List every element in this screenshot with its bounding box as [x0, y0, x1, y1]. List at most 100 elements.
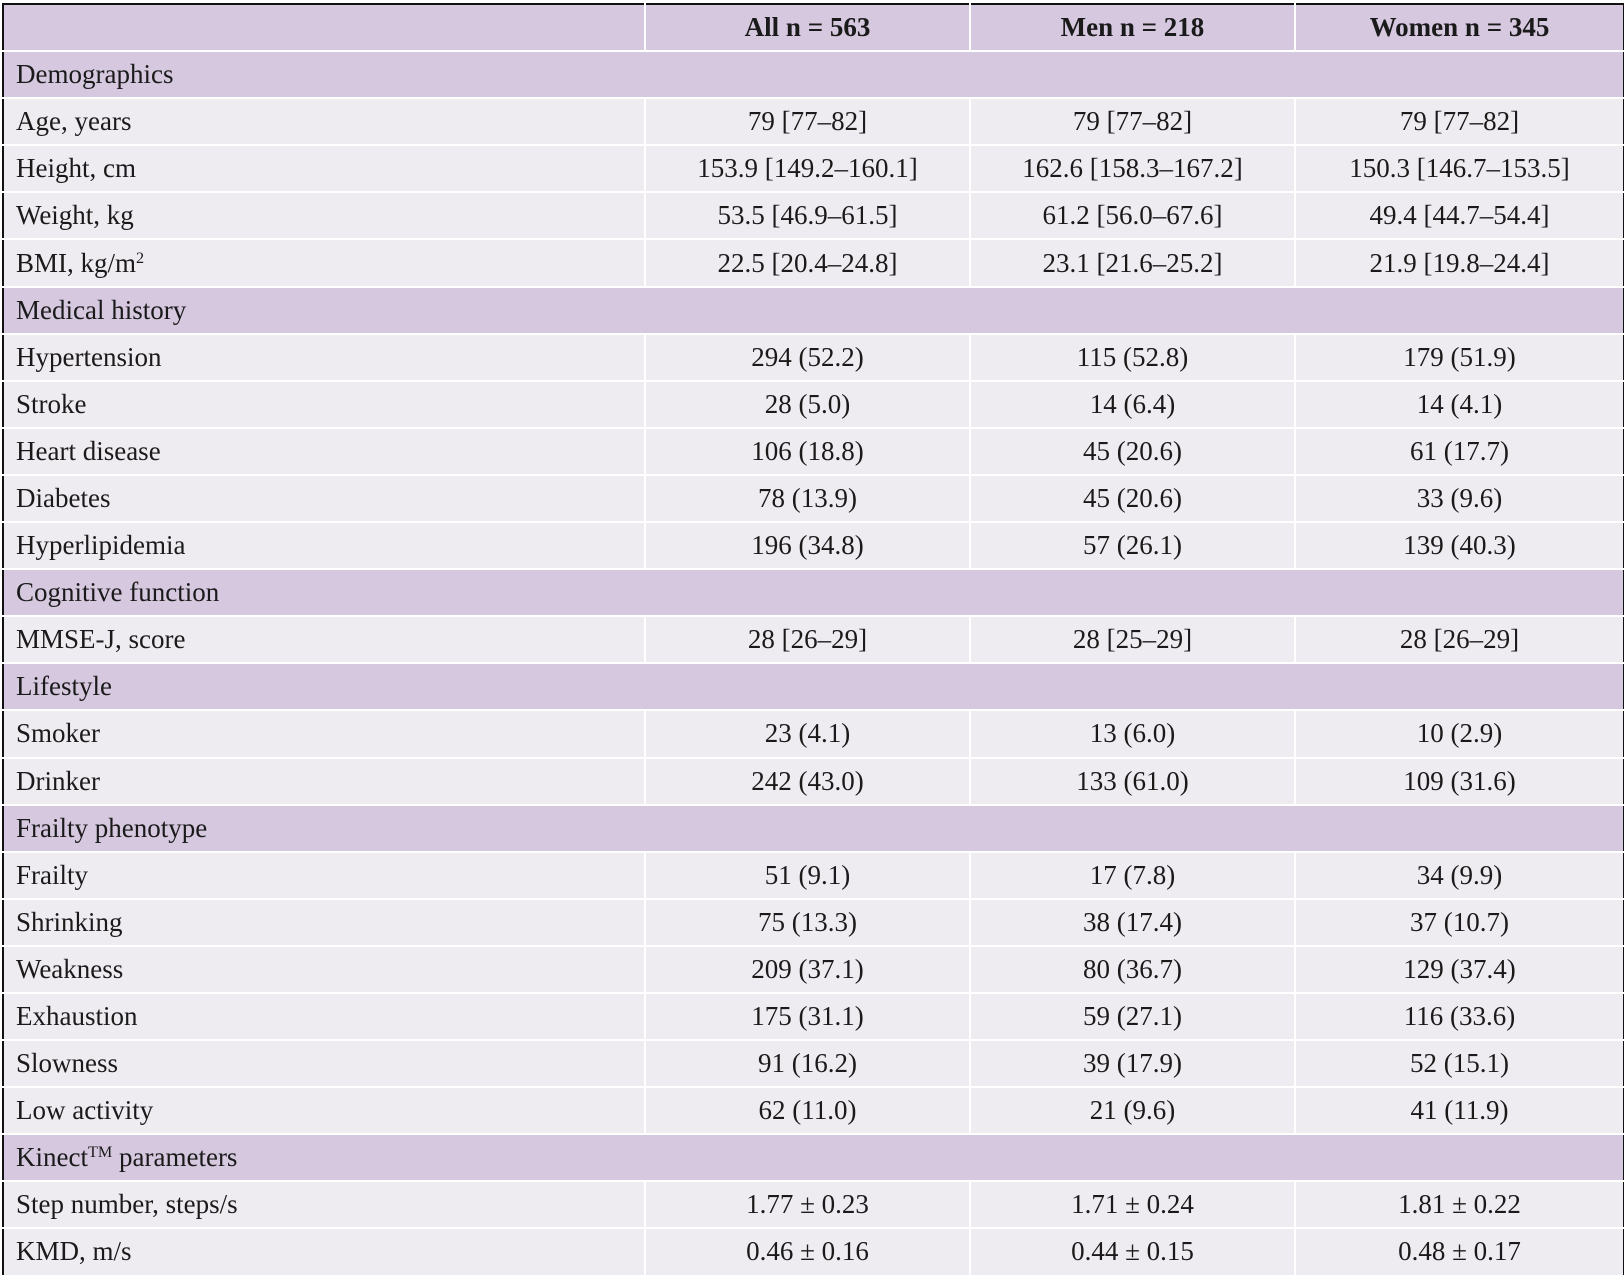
header-all: All n = 563 — [644, 4, 970, 53]
cell-men: 115 (52.8) — [969, 333, 1295, 382]
row-label: Hyperlipidemia — [3, 522, 645, 571]
table-row: Weight, kg 53.5 [46.9–61.5] 61.2 [56.0–6… — [3, 192, 1624, 241]
cell-women: 139 (40.3) — [1294, 522, 1624, 571]
cell-all: 209 (37.1) — [644, 945, 970, 994]
header-women: Women n = 345 — [1294, 4, 1624, 53]
cell-women: 116 (33.6) — [1294, 992, 1624, 1042]
cell-men: 39 (17.9) — [969, 1040, 1295, 1089]
row-label: Step number, steps/s — [3, 1181, 645, 1230]
header-men: Men n = 218 — [969, 4, 1295, 53]
table-row: Hypertension 294 (52.2) 115 (52.8) 179 (… — [3, 333, 1624, 382]
bmi-label-text: BMI, kg/m — [16, 247, 137, 278]
cell-men: 14 (6.4) — [969, 380, 1295, 429]
trademark-symbol: TM — [87, 1143, 113, 1162]
cell-all: 75 (13.3) — [644, 898, 970, 947]
section-medical-history: Medical history — [3, 286, 1624, 335]
section-row: KinectTM parameters — [3, 1134, 1624, 1183]
section-row: Medical history — [3, 286, 1624, 335]
section-cognitive-function: Cognitive function — [3, 569, 1624, 618]
characteristics-table: All n = 563 Men n = 218 Women n = 345 De… — [2, 3, 1624, 1277]
kinect-label-suffix: parameters — [112, 1142, 238, 1173]
cell-women: 79 [77–82] — [1294, 98, 1624, 147]
row-label: Heart disease — [3, 427, 645, 476]
table-row: Stroke 28 (5.0) 14 (6.4) 14 (4.1) — [3, 380, 1624, 429]
cell-men: 21 (9.6) — [969, 1087, 1295, 1136]
cell-women: 179 (51.9) — [1294, 333, 1624, 382]
cell-men: 17 (7.8) — [969, 851, 1295, 900]
section-frailty-phenotype: Frailty phenotype — [3, 804, 1624, 853]
cell-all: 153.9 [149.2–160.1] — [644, 145, 970, 194]
row-label: Low activity — [3, 1087, 645, 1136]
table-row: Age, years 79 [77–82] 79 [77–82] 79 [77–… — [3, 98, 1624, 147]
table-row: Weakness 209 (37.1) 80 (36.7) 129 (37.4) — [3, 945, 1624, 994]
header-row: All n = 563 Men n = 218 Women n = 345 — [3, 4, 1624, 53]
cell-women: 150.3 [146.7–153.5] — [1294, 145, 1624, 194]
table-row: Frailty 51 (9.1) 17 (7.8) 34 (9.9) — [3, 851, 1624, 900]
header-empty-cell — [3, 4, 645, 53]
row-label: Weight, kg — [3, 192, 645, 241]
cell-women: 61 (17.7) — [1294, 427, 1624, 476]
table-row: Heart disease 106 (18.8) 45 (20.6) 61 (1… — [3, 427, 1624, 476]
cell-men: 1.71 ± 0.24 — [969, 1181, 1295, 1230]
kinect-label-prefix: Kinect — [16, 1142, 88, 1173]
row-label: Stroke — [3, 380, 645, 429]
cell-men: 23.1 [21.6–25.2] — [969, 239, 1295, 288]
cell-men: 28 [25–29] — [969, 616, 1295, 665]
cell-all: 28 [26–29] — [644, 616, 970, 665]
row-label: MMSE-J, score — [3, 616, 645, 665]
cell-women: 52 (15.1) — [1294, 1040, 1624, 1089]
cell-women: 14 (4.1) — [1294, 380, 1624, 429]
cell-men: 38 (17.4) — [969, 898, 1295, 947]
table-row: Exhaustion 175 (31.1) 59 (27.1) 116 (33.… — [3, 992, 1624, 1042]
cell-women: 34 (9.9) — [1294, 851, 1624, 900]
row-label: Slowness — [3, 1040, 645, 1089]
table-row: Low activity 62 (11.0) 21 (9.6) 41 (11.9… — [3, 1087, 1624, 1136]
cell-all: 294 (52.2) — [644, 333, 970, 382]
table-row: Smoker 23 (4.1) 13 (6.0) 10 (2.9) — [3, 710, 1624, 759]
cell-women: 41 (11.9) — [1294, 1087, 1624, 1136]
cell-men: 61.2 [56.0–67.6] — [969, 192, 1295, 241]
table-container: All n = 563 Men n = 218 Women n = 345 De… — [2, 3, 1624, 1277]
cell-men: 0.44 ± 0.15 — [969, 1228, 1295, 1277]
section-lifestyle: Lifestyle — [3, 663, 1624, 712]
table-row: Slowness 91 (16.2) 39 (17.9) 52 (15.1) — [3, 1040, 1624, 1089]
cell-all: 106 (18.8) — [644, 427, 970, 476]
cell-men: 59 (27.1) — [969, 992, 1295, 1042]
table-row: Shrinking 75 (13.3) 38 (17.4) 37 (10.7) — [3, 898, 1624, 947]
cell-all: 53.5 [46.9–61.5] — [644, 192, 970, 241]
cell-all: 196 (34.8) — [644, 522, 970, 571]
row-label: Weakness — [3, 945, 645, 994]
row-label: BMI, kg/m2 — [3, 239, 645, 288]
row-label: Frailty — [3, 851, 645, 900]
cell-women: 21.9 [19.8–24.4] — [1294, 239, 1624, 288]
row-label: Diabetes — [3, 474, 645, 524]
superscript-two: 2 — [136, 248, 145, 267]
cell-men: 80 (36.7) — [969, 945, 1295, 994]
section-row: Lifestyle — [3, 663, 1624, 712]
cell-all: 22.5 [20.4–24.8] — [644, 239, 970, 288]
cell-women: 49.4 [44.7–54.4] — [1294, 192, 1624, 241]
section-row: Demographics — [3, 51, 1624, 100]
table-row: KMD, m/s 0.46 ± 0.16 0.44 ± 0.15 0.48 ± … — [3, 1228, 1624, 1277]
table-row: Drinker 242 (43.0) 133 (61.0) 109 (31.6) — [3, 757, 1624, 806]
cell-women: 33 (9.6) — [1294, 474, 1624, 524]
cell-men: 162.6 [158.3–167.2] — [969, 145, 1295, 194]
cell-women: 10 (2.9) — [1294, 710, 1624, 759]
cell-women: 28 [26–29] — [1294, 616, 1624, 665]
cell-all: 23 (4.1) — [644, 710, 970, 759]
row-label: Height, cm — [3, 145, 645, 194]
cell-all: 91 (16.2) — [644, 1040, 970, 1089]
cell-men: 133 (61.0) — [969, 757, 1295, 806]
cell-men: 45 (20.6) — [969, 427, 1295, 476]
table-row: BMI, kg/m2 22.5 [20.4–24.8] 23.1 [21.6–2… — [3, 239, 1624, 288]
cell-all: 175 (31.1) — [644, 992, 970, 1042]
table-row: Step number, steps/s 1.77 ± 0.23 1.71 ± … — [3, 1181, 1624, 1230]
row-label: KMD, m/s — [3, 1228, 645, 1277]
table-row: MMSE-J, score 28 [26–29] 28 [25–29] 28 [… — [3, 616, 1624, 665]
section-kinect-parameters: KinectTM parameters — [3, 1134, 1624, 1183]
cell-women: 1.81 ± 0.22 — [1294, 1181, 1624, 1230]
cell-all: 62 (11.0) — [644, 1087, 970, 1136]
row-label: Smoker — [3, 710, 645, 759]
row-label: Hypertension — [3, 333, 645, 382]
cell-all: 28 (5.0) — [644, 380, 970, 429]
